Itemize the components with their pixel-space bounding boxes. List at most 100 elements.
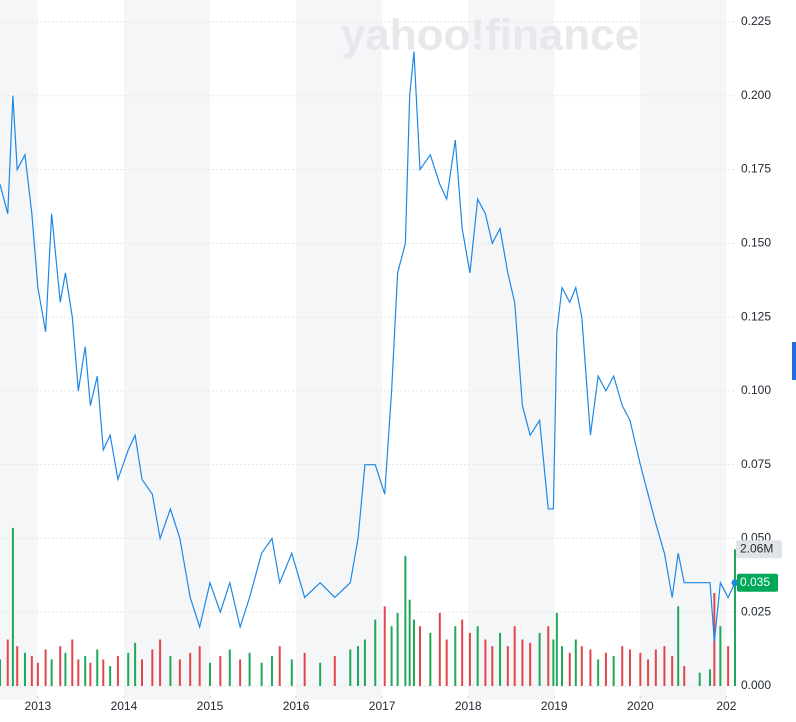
y-tick-label: 0.025 bbox=[741, 604, 771, 618]
volume-bar bbox=[513, 626, 516, 686]
volume-bar bbox=[727, 646, 730, 686]
volume-bar bbox=[677, 606, 680, 686]
volume-bar bbox=[521, 639, 524, 686]
volume-bar bbox=[639, 652, 642, 686]
volume-bar bbox=[159, 639, 162, 686]
volume-bar bbox=[484, 639, 487, 686]
volume-bar bbox=[333, 656, 336, 686]
volume-bar bbox=[0, 659, 1, 686]
volume-bar bbox=[555, 612, 558, 686]
volume-bar bbox=[621, 646, 624, 686]
volume-label-box bbox=[736, 540, 782, 559]
volume-bar bbox=[445, 639, 448, 686]
price-line bbox=[0, 51, 736, 642]
watermark: yahoo!finance bbox=[341, 11, 639, 60]
year-band bbox=[640, 0, 727, 700]
volume-bar bbox=[228, 649, 231, 686]
volume-bar bbox=[30, 656, 33, 686]
volume-bar bbox=[71, 639, 74, 686]
volume-bar bbox=[612, 656, 615, 686]
x-tick-label: 2013 bbox=[25, 699, 52, 713]
volume-bar bbox=[89, 662, 92, 686]
year-band bbox=[468, 0, 555, 700]
x-tick-label: 2018 bbox=[455, 699, 482, 713]
y-tick-label: 0.175 bbox=[741, 162, 771, 176]
price-label: 0.035 bbox=[740, 575, 770, 589]
x-tick-label: 2019 bbox=[541, 699, 568, 713]
y-tick-label: 0.075 bbox=[741, 457, 771, 471]
volume-bar bbox=[77, 659, 80, 686]
volume-bar bbox=[589, 649, 592, 686]
x-tick-label: 202 bbox=[716, 699, 736, 713]
volume-bar bbox=[709, 669, 712, 686]
y-tick-label: 0.225 bbox=[741, 14, 771, 28]
volume-bar bbox=[506, 646, 509, 686]
volume-bar bbox=[6, 639, 9, 686]
volume-bar bbox=[390, 626, 393, 686]
volume-bar bbox=[363, 639, 366, 686]
volume-bar bbox=[96, 649, 99, 686]
volume-bar bbox=[374, 619, 377, 686]
volume-bar bbox=[404, 555, 407, 686]
volume-bar bbox=[580, 646, 583, 686]
x-tick-label: 2017 bbox=[369, 699, 396, 713]
volume-bar bbox=[671, 656, 674, 686]
volume-bar bbox=[574, 639, 577, 686]
volume-bar bbox=[84, 656, 87, 686]
x-tick-label: 2015 bbox=[197, 699, 224, 713]
volume-bar bbox=[44, 649, 47, 686]
y-tick-label: 0.100 bbox=[741, 383, 771, 397]
volume-bar bbox=[468, 632, 471, 686]
y-tick-label: 0.000 bbox=[741, 678, 771, 692]
volume-bar bbox=[719, 626, 722, 686]
last-point bbox=[731, 579, 739, 587]
volume-bar bbox=[134, 642, 137, 686]
volume-bar bbox=[438, 612, 441, 686]
y-tick-label: 0.150 bbox=[741, 236, 771, 250]
volume-bar bbox=[663, 646, 666, 686]
volume-bar bbox=[290, 659, 293, 686]
volume-bar bbox=[454, 626, 457, 686]
volume-bar bbox=[303, 652, 306, 686]
volume-bar bbox=[109, 666, 112, 686]
volume-bar bbox=[491, 646, 494, 686]
volume-bar bbox=[349, 649, 352, 686]
year-band bbox=[0, 0, 38, 700]
volume-bar bbox=[151, 649, 154, 686]
volume-bar bbox=[419, 626, 421, 686]
volume-bar bbox=[141, 659, 144, 686]
volume-label: 2.06M bbox=[740, 541, 773, 555]
volume-bar bbox=[538, 632, 541, 686]
volume-bar bbox=[476, 626, 479, 686]
background bbox=[0, 0, 735, 700]
volume-bar bbox=[357, 646, 360, 686]
volume-bar bbox=[59, 646, 62, 686]
side-tab[interactable] bbox=[792, 342, 796, 380]
volume-bar bbox=[408, 599, 411, 686]
volume-bar bbox=[499, 632, 502, 686]
volume-bar bbox=[547, 626, 550, 686]
x-tick-label: 2016 bbox=[283, 699, 310, 713]
volume-bar bbox=[239, 659, 242, 686]
volume-bar bbox=[461, 619, 464, 686]
x-tick-label: 2020 bbox=[627, 699, 654, 713]
volume-bar bbox=[116, 656, 119, 686]
volume-bar bbox=[698, 672, 701, 686]
volume-bar bbox=[50, 659, 53, 686]
volume-bar bbox=[219, 656, 222, 686]
volume-bar bbox=[16, 646, 19, 686]
volume-bar bbox=[529, 642, 532, 686]
volume-bar bbox=[561, 646, 564, 686]
volume-bar bbox=[23, 652, 26, 686]
volume-bar bbox=[683, 666, 686, 686]
volume-bar bbox=[568, 652, 571, 686]
volume-bar bbox=[429, 632, 432, 686]
volume-bar bbox=[248, 652, 251, 686]
volume-bar bbox=[412, 619, 415, 686]
volume-bar bbox=[127, 652, 130, 686]
volume-bar bbox=[734, 549, 736, 686]
volume-bar bbox=[189, 652, 192, 686]
volume-bar bbox=[64, 652, 67, 686]
volume-bar bbox=[396, 612, 399, 686]
